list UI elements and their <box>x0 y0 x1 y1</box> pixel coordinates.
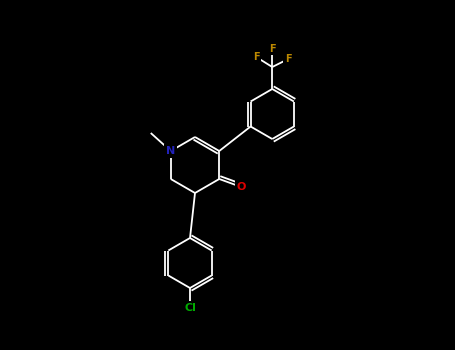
Text: O: O <box>237 182 246 192</box>
Text: F: F <box>285 54 292 64</box>
Text: F: F <box>269 44 276 54</box>
Text: Cl: Cl <box>184 303 196 313</box>
Text: F: F <box>253 52 259 62</box>
Text: N: N <box>166 146 175 156</box>
